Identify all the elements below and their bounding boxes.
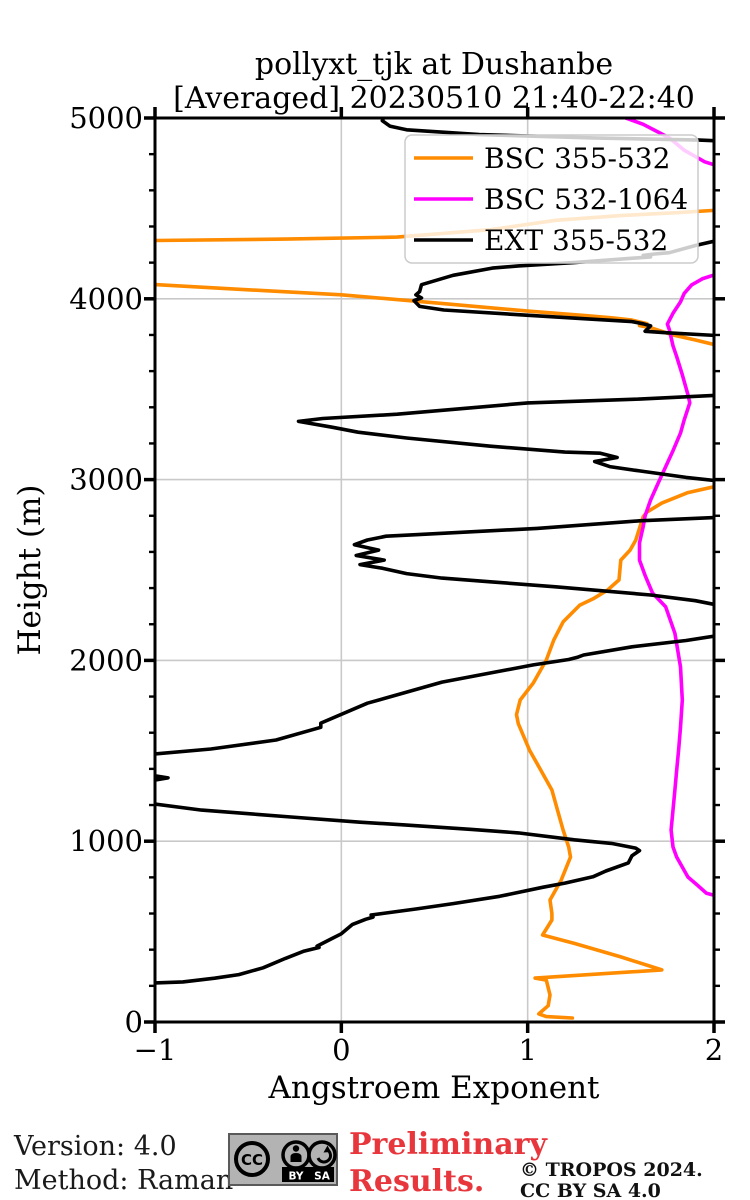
y-axis-label: Height (m) xyxy=(12,485,48,656)
copyright-note: © TROPOS 2024. CC BY SA 4.0 License. xyxy=(520,1160,750,1200)
axis-ticks xyxy=(144,107,725,1033)
preliminary-line1: Preliminary xyxy=(349,1127,547,1162)
y-tick-label: 4000 xyxy=(69,282,143,316)
legend-entry: BSC 532-1064 xyxy=(414,183,688,216)
y-tick-label: 1000 xyxy=(69,824,143,858)
gridlines xyxy=(155,118,714,1022)
lidar-profile-chart: pollyxt_tjk at Dushanbe [Averaged] 20230… xyxy=(12,47,725,1106)
series-line-ext-355-532 xyxy=(296,393,714,483)
x-tick-label: 0 xyxy=(332,1033,350,1067)
by-label: BY xyxy=(288,1171,303,1183)
legend-entry: BSC 355-532 xyxy=(414,142,670,175)
x-axis-label: Angstroem Exponent xyxy=(268,1070,601,1106)
legend-box xyxy=(404,134,699,264)
y-tick-label: 2000 xyxy=(69,643,143,677)
series-line-ext-355-532 xyxy=(155,802,642,985)
series-line-ext-355-532 xyxy=(352,515,714,607)
plot-border xyxy=(153,116,716,1024)
cc-by-sa-badge-icon: CC BY SA xyxy=(228,1133,338,1186)
preliminary-results-note: Preliminary Results. xyxy=(349,1126,547,1200)
y-tick-label: 0 xyxy=(125,1005,143,1039)
chart-title-line2: [Averaged] 20230510 21:40-22:40 xyxy=(173,81,695,116)
legend-entry: EXT 355-532 xyxy=(414,224,668,257)
copyright-line2: CC BY SA 4.0 License. xyxy=(520,1180,661,1200)
method-label: Method: Raman xyxy=(14,1165,234,1196)
person-icon xyxy=(292,1145,300,1152)
copyright-line1: © TROPOS 2024. xyxy=(520,1159,703,1181)
legend-label: EXT 355-532 xyxy=(484,224,668,257)
data-series xyxy=(155,118,714,1020)
series-line-ext-355-532 xyxy=(155,773,170,782)
cc-circle-icon xyxy=(234,1141,270,1177)
x-tick-label: 1 xyxy=(518,1033,536,1067)
series-line-ext-355-532 xyxy=(155,634,714,756)
processing-info: Version: 4.0 Method: Raman xyxy=(14,1130,233,1198)
sa-label: SA xyxy=(314,1171,331,1183)
version-label: Version: 4.0 xyxy=(14,1131,177,1162)
cc-text: CC xyxy=(241,1151,263,1169)
chart-title-line1: pollyxt_tjk at Dushanbe xyxy=(255,47,613,82)
legend-label: BSC 355-532 xyxy=(484,142,670,175)
series-line-bsc-355-532 xyxy=(514,484,714,1020)
sa-arrowhead-icon xyxy=(323,1145,331,1153)
x-tick-label: −1 xyxy=(134,1033,177,1067)
y-tick-label: 5000 xyxy=(69,101,143,135)
y-tick-label: 3000 xyxy=(69,463,143,497)
series-line-bsc-532-1064 xyxy=(637,273,714,898)
preliminary-line2: Results. xyxy=(349,1164,485,1199)
x-tick-label: 2 xyxy=(705,1033,723,1067)
person-body-icon xyxy=(290,1153,302,1162)
legend: BSC 355-532 BSC 532-1064 EXT 355-532 xyxy=(404,134,699,264)
series-line-bsc-355-532 xyxy=(155,282,714,347)
legend-label: BSC 532-1064 xyxy=(484,183,688,216)
